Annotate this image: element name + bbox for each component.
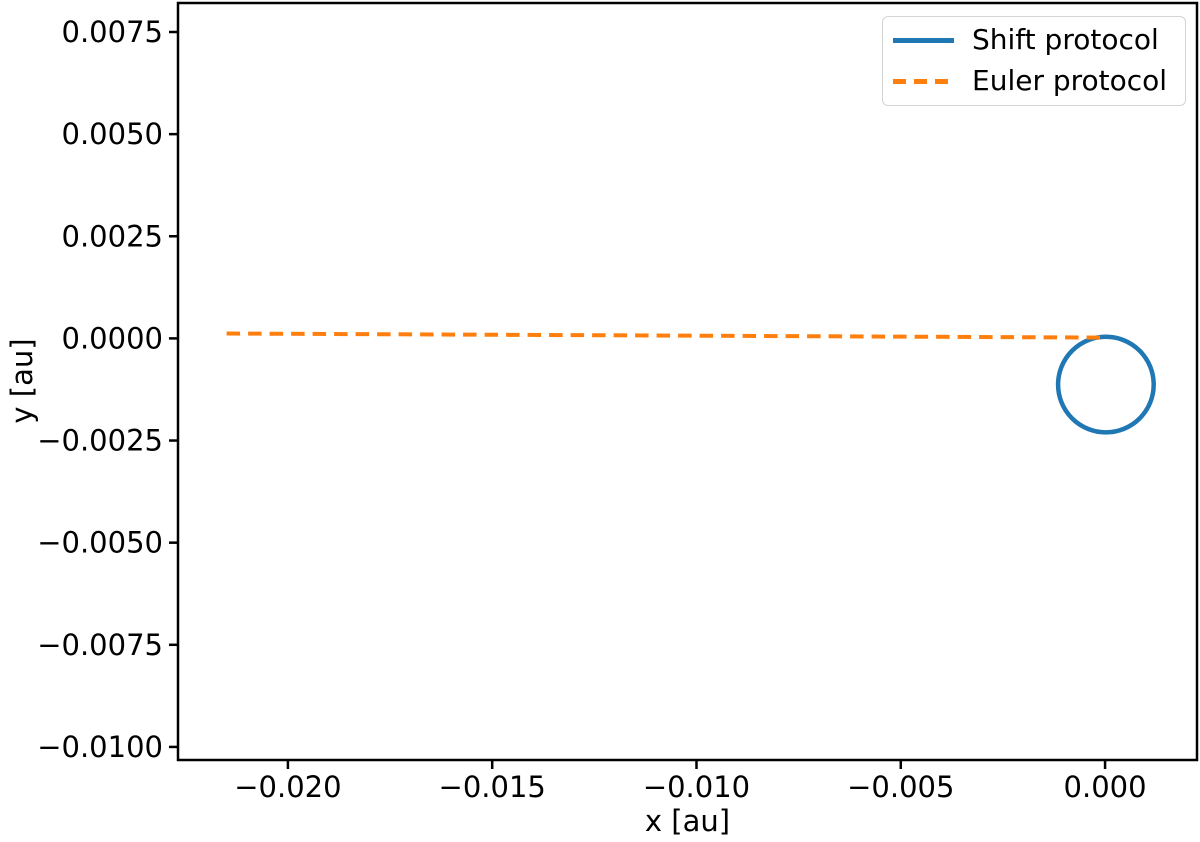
legend-label-shift: Shift protocol xyxy=(972,23,1159,57)
y-tick-label: 0.0000 xyxy=(62,321,163,355)
axes-frame xyxy=(176,1,1199,762)
dashed-line-swatch-icon xyxy=(893,79,954,84)
legend-item-euler-protocol: Euler protocol xyxy=(893,65,1185,99)
y-tick-label: 0.0050 xyxy=(62,117,163,151)
y-tick-label: −0.0075 xyxy=(37,628,163,662)
legend-item-shift-protocol: Shift protocol xyxy=(893,24,1185,58)
x-axis-label: x [au] xyxy=(644,804,731,838)
y-tick-label: 0.0075 xyxy=(62,15,163,49)
y-tick-label: −0.0025 xyxy=(37,424,163,458)
series-shift-protocol xyxy=(1055,334,1156,435)
y-tick-label: −0.0100 xyxy=(37,730,163,764)
x-tick-label: −0.020 xyxy=(234,770,341,804)
x-tick-label: 0.000 xyxy=(1064,770,1147,804)
series-euler-protocol xyxy=(226,331,1106,340)
y-tick-label: −0.0050 xyxy=(37,526,163,560)
y-tick-label: 0.0025 xyxy=(62,219,163,253)
legend: Shift protocol Euler protocol xyxy=(882,16,1186,106)
x-tick-label: −0.010 xyxy=(643,770,750,804)
solid-line-swatch-icon xyxy=(893,38,954,43)
x-tick-label: −0.005 xyxy=(847,770,954,804)
legend-label-euler: Euler protocol xyxy=(972,64,1168,98)
x-tick-label: −0.015 xyxy=(439,770,546,804)
y-axis-label: y [au] xyxy=(5,338,39,424)
